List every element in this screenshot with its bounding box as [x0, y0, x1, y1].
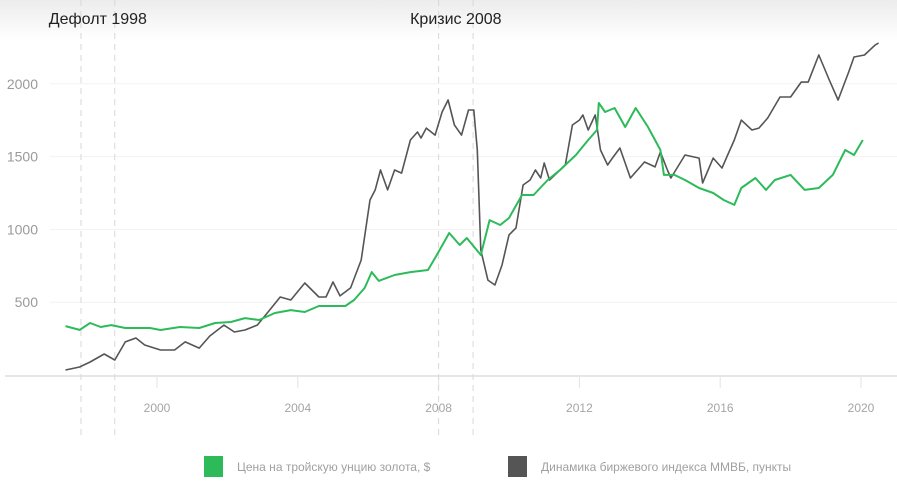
y-tick-label: 2000 [7, 76, 38, 92]
legend-item-gold[interactable]: Цена на тройскую унцию золота, $ [204, 456, 430, 477]
x-tick-label: 2020 [848, 401, 875, 415]
x-tick-label: 2012 [566, 401, 593, 415]
x-tick-label: 2004 [284, 401, 311, 415]
legend-swatch-micex [508, 456, 527, 477]
legend-label-micex: Динамика биржевого индекса ММВБ, пункты [541, 459, 792, 474]
micex-index-line [65, 42, 880, 371]
y-tick-label: 1500 [7, 149, 38, 165]
y-tick-label: 500 [15, 294, 39, 310]
annotation-label: Кризис 2008 [410, 11, 502, 28]
gold-price-line [65, 102, 864, 331]
annotation-label: Дефолт 1998 [49, 11, 147, 28]
x-tick-label: 2000 [144, 401, 171, 415]
legend-swatch-gold [204, 456, 223, 477]
legend-label-gold: Цена на тройскую унцию золота, $ [237, 459, 431, 474]
x-tick-label: 2016 [707, 401, 734, 415]
y-tick-label: 1000 [7, 221, 38, 237]
legend-item-micex[interactable]: Динамика биржевого индекса ММВБ, пункты [508, 456, 791, 477]
